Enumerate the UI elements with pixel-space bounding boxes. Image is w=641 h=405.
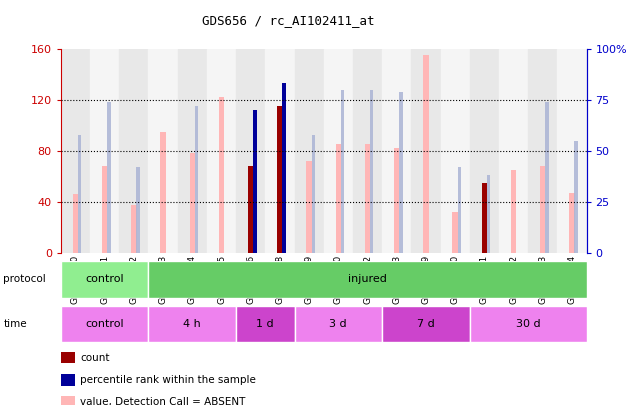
- Text: 4 h: 4 h: [183, 319, 201, 329]
- Bar: [294, 49, 324, 253]
- Bar: [353, 49, 382, 253]
- Bar: [195, 106, 198, 253]
- Text: 30 d: 30 d: [516, 319, 540, 329]
- Text: 1 d: 1 d: [256, 319, 274, 329]
- Text: protocol: protocol: [3, 275, 46, 284]
- Bar: [569, 193, 574, 253]
- Bar: [423, 55, 429, 253]
- Bar: [107, 102, 111, 253]
- Bar: [278, 106, 283, 253]
- Bar: [190, 153, 195, 253]
- Text: GDS656 / rc_AI102411_at: GDS656 / rc_AI102411_at: [202, 14, 375, 27]
- Bar: [412, 49, 440, 253]
- Bar: [394, 148, 399, 253]
- Bar: [137, 167, 140, 253]
- Bar: [341, 90, 344, 253]
- Bar: [458, 167, 461, 253]
- Bar: [219, 97, 224, 253]
- Bar: [131, 205, 137, 253]
- Bar: [160, 132, 166, 253]
- Bar: [78, 134, 81, 253]
- Bar: [574, 141, 578, 253]
- Bar: [207, 49, 236, 253]
- Bar: [236, 306, 294, 342]
- Bar: [382, 306, 470, 342]
- Text: time: time: [3, 319, 27, 329]
- Bar: [440, 49, 470, 253]
- Text: injured: injured: [348, 275, 387, 284]
- Bar: [248, 166, 253, 253]
- Bar: [540, 166, 545, 253]
- Bar: [119, 49, 149, 253]
- Bar: [365, 145, 370, 253]
- Bar: [370, 90, 374, 253]
- Bar: [149, 306, 236, 342]
- Bar: [178, 49, 207, 253]
- Bar: [149, 49, 178, 253]
- Text: 3 d: 3 d: [329, 319, 347, 329]
- Bar: [61, 261, 149, 298]
- Bar: [487, 175, 490, 253]
- Bar: [265, 49, 294, 253]
- Bar: [528, 49, 557, 253]
- Bar: [248, 166, 253, 253]
- Bar: [399, 92, 403, 253]
- Bar: [149, 261, 587, 298]
- Text: percentile rank within the sample: percentile rank within the sample: [80, 375, 256, 385]
- Bar: [102, 166, 107, 253]
- Bar: [90, 49, 119, 253]
- Bar: [545, 102, 549, 253]
- Bar: [253, 110, 256, 253]
- Text: value, Detection Call = ABSENT: value, Detection Call = ABSENT: [80, 397, 246, 405]
- Bar: [481, 183, 487, 253]
- Bar: [481, 234, 487, 253]
- Text: count: count: [80, 353, 110, 362]
- Bar: [453, 212, 458, 253]
- Bar: [61, 306, 149, 342]
- Bar: [470, 306, 587, 342]
- Bar: [312, 134, 315, 253]
- Bar: [382, 49, 412, 253]
- Bar: [324, 49, 353, 253]
- Bar: [499, 49, 528, 253]
- Text: control: control: [85, 275, 124, 284]
- Bar: [278, 106, 283, 253]
- Bar: [294, 306, 382, 342]
- Bar: [306, 161, 312, 253]
- Text: control: control: [85, 319, 124, 329]
- Text: 7 d: 7 d: [417, 319, 435, 329]
- Bar: [336, 145, 341, 253]
- Bar: [282, 83, 286, 253]
- Bar: [236, 49, 265, 253]
- Bar: [470, 49, 499, 253]
- Bar: [511, 170, 516, 253]
- Bar: [557, 49, 587, 253]
- Bar: [61, 49, 90, 253]
- Bar: [73, 194, 78, 253]
